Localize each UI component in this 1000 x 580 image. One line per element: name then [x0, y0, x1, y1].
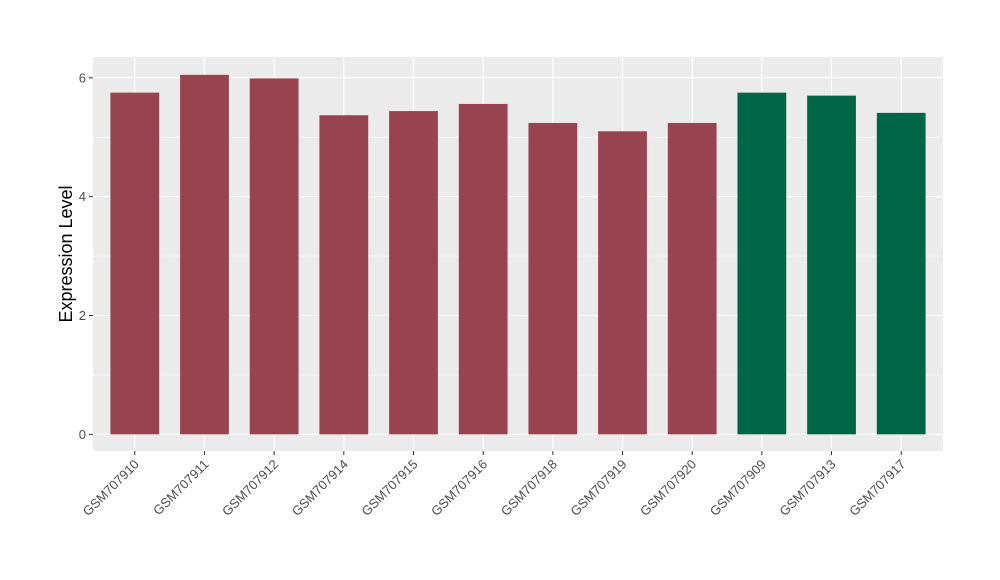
bar: [180, 74, 229, 435]
x-tick-label: GSM707911: [150, 457, 212, 519]
plot-panel: [93, 57, 943, 451]
bars: [110, 74, 926, 435]
y-axis: 0 2 4 6: [79, 70, 93, 442]
x-tick-label: GSM707910: [80, 457, 142, 519]
x-tick-label: GSM707919: [567, 457, 629, 519]
y-axis-title: Expression Level: [56, 185, 76, 322]
bar: [807, 95, 856, 435]
bar: [598, 131, 647, 435]
bar: [737, 92, 787, 435]
x-tick-label: GSM707920: [637, 457, 699, 519]
bar: [528, 122, 578, 435]
bar: [319, 115, 369, 435]
y-tick-label: 0: [79, 427, 86, 442]
x-tick-label: GSM707916: [428, 457, 490, 519]
minor-gridlines: [93, 136, 943, 376]
y-tick-label: 2: [79, 308, 86, 323]
bar: [249, 78, 299, 435]
x-tick-label: GSM707917: [846, 457, 908, 519]
bar: [458, 103, 508, 435]
x-axis: GSM707910 GSM707911 GSM707912 GSM707914 GSM7…: [80, 451, 908, 519]
x-tick-label: GSM707912: [219, 457, 281, 519]
y-tick-label: 4: [79, 189, 86, 204]
x-tick-label: GSM707914: [289, 457, 351, 519]
x-tick-label: GSM707913: [776, 457, 838, 519]
x-tick-label: GSM707918: [498, 457, 560, 519]
bar: [389, 111, 438, 435]
y-tick-label: 6: [79, 70, 86, 85]
bar: [876, 112, 926, 435]
x-tick-label: GSM707915: [358, 457, 420, 519]
x-tick-label: GSM707909: [707, 457, 769, 519]
bar: [667, 122, 717, 435]
bar: [110, 92, 160, 435]
